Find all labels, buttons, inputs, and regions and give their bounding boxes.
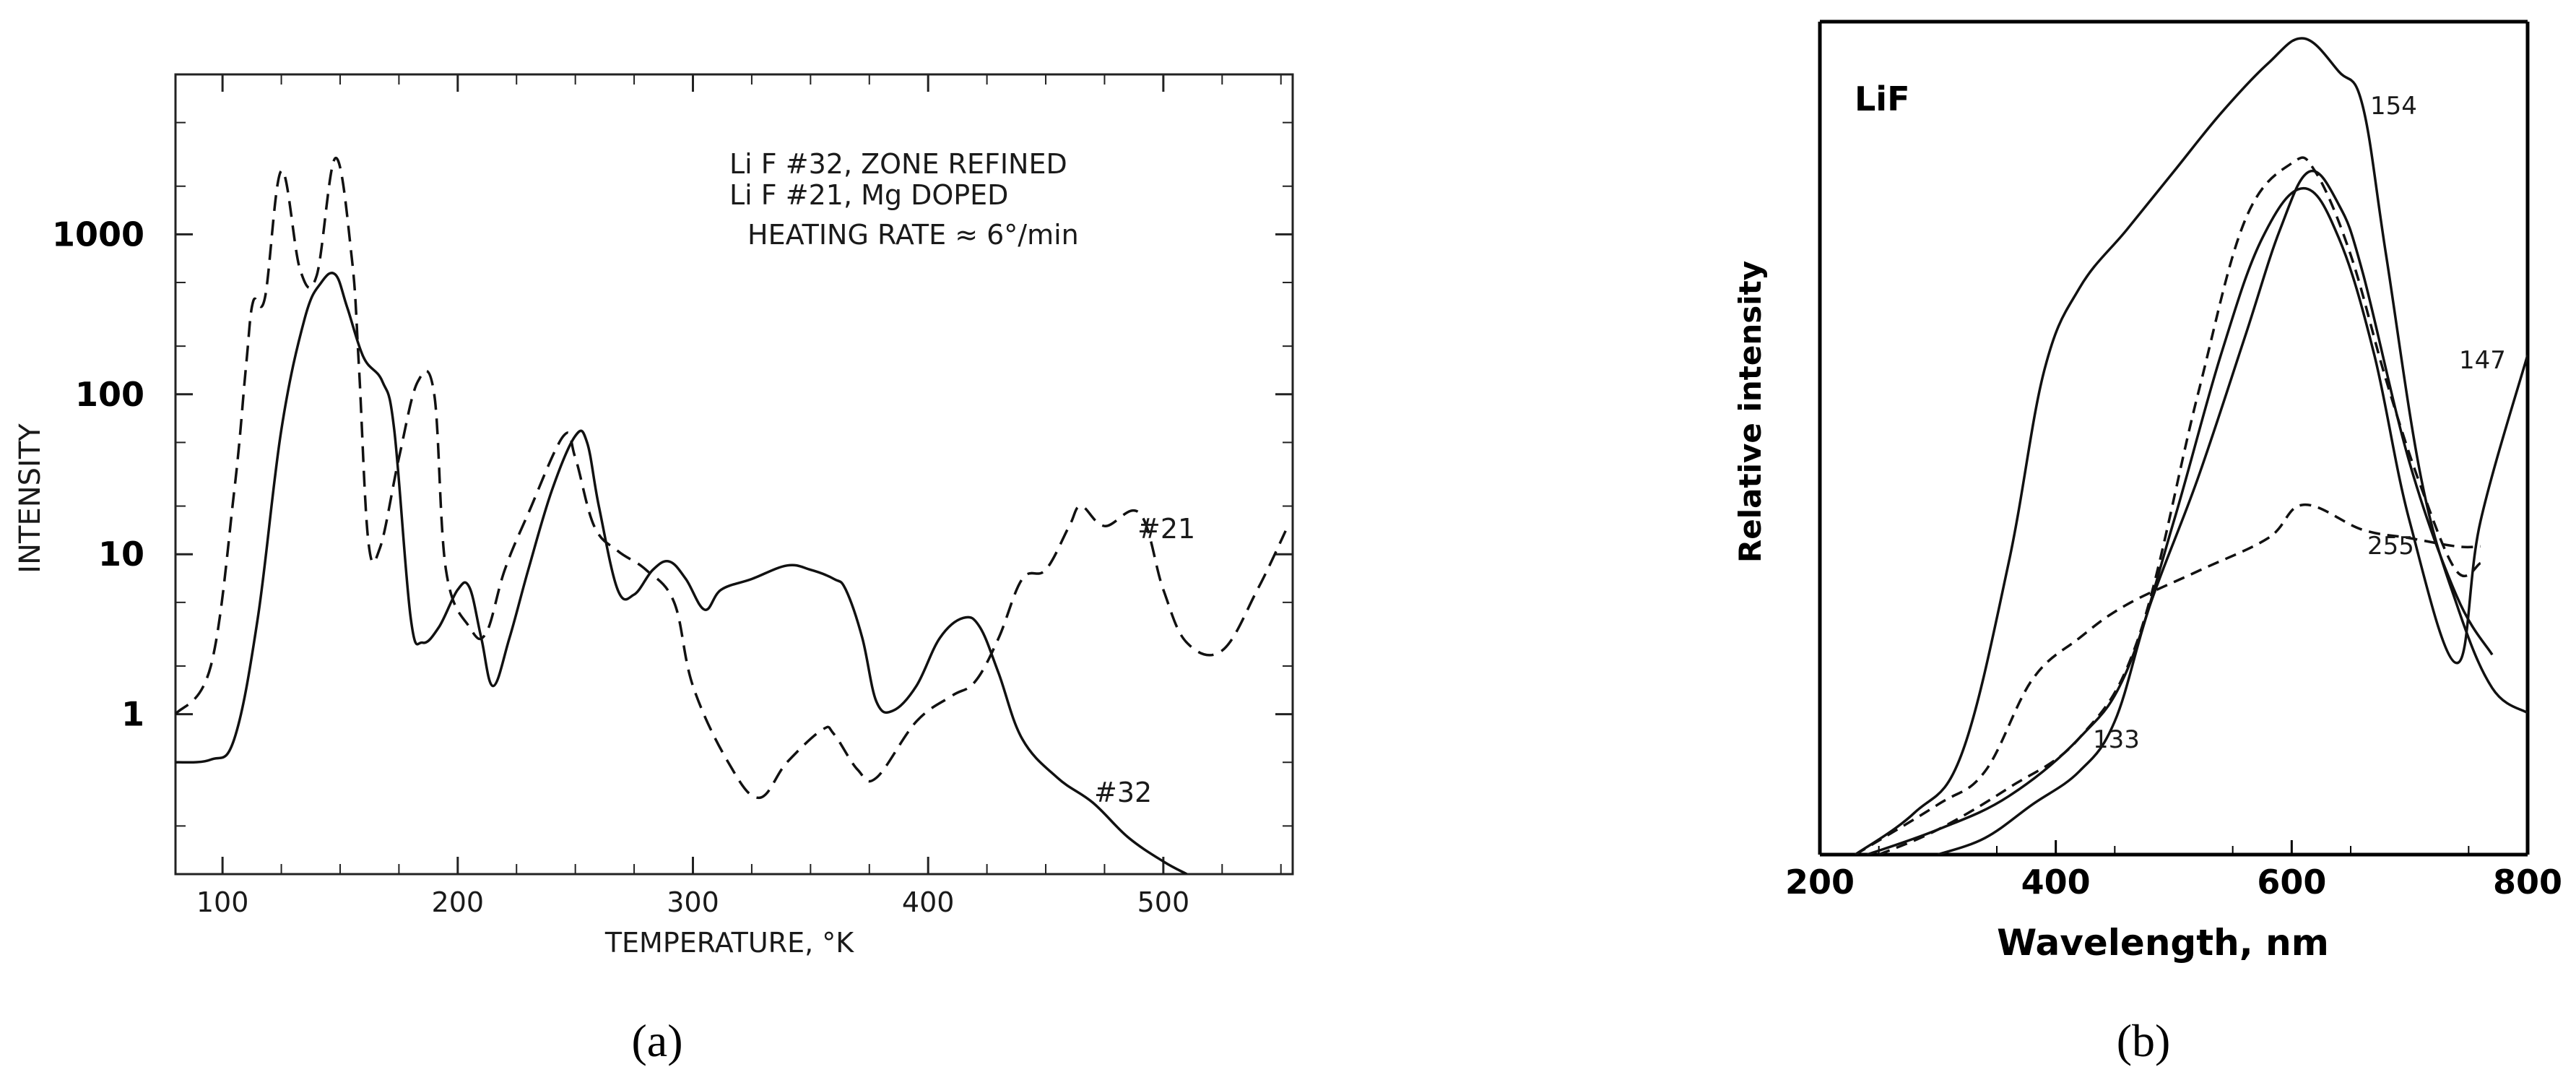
panel-b-x-tick-label: 800 — [2493, 863, 2562, 902]
panel-a-annotation-1: Li F #32, ZONE REFINED — [729, 148, 1067, 180]
panel-b-series-label-147: 147 — [2459, 346, 2506, 375]
panel-a: 100 200 300 400 500 1 10 100 1000 INTENSITY TEMP… — [14, 73, 1294, 1066]
panel-b-ticks: 200 400 600 800 — [1785, 840, 2562, 902]
panel-b-caption: (b) — [2117, 1015, 2171, 1066]
panel-a-axes — [174, 73, 1294, 876]
panel-a-y-axis-label: INTENSITY — [14, 423, 47, 574]
panel-b-x-tick-label: 600 — [2257, 863, 2326, 902]
panel-b-y-axis-label: Relative intensity — [1732, 261, 1768, 563]
panel-a-series-label-32: #32 — [1094, 777, 1152, 808]
panel-a-y-tick-label: 1000 — [52, 215, 144, 254]
panel-b-series-label-133: 133 — [2093, 725, 2140, 754]
panel-b-series-255 — [1855, 503, 2481, 855]
panel-a-annotation-2: Li F #21, Mg DOPED — [729, 179, 1008, 211]
panel-a-x-axis-label: TEMPERATURE, °K — [604, 927, 854, 959]
panel-a-annotation-3: HEATING RATE ≈ 6°/min — [747, 219, 1079, 251]
panel-a-x-tick-label: 300 — [667, 886, 719, 918]
panel-a-x-tick-label: 100 — [196, 886, 249, 918]
panel-b-axes — [1818, 20, 2530, 857]
panel-b-series-dashed-4 — [1878, 156, 2481, 855]
panel-a-y-tick-label: 1 — [121, 695, 144, 734]
panel-b-x-tick-label: 200 — [1785, 863, 1855, 902]
panel-a-x-tick-label: 200 — [432, 886, 485, 918]
panel-b-series-154 — [1854, 37, 2528, 855]
panel-a-series-21 — [175, 157, 1287, 800]
panel-a-series-label-21: #21 — [1137, 513, 1195, 545]
panel-a-x-tick-label: 400 — [902, 886, 955, 918]
panel-a-series-32 — [175, 272, 1188, 874]
panel-b: 200 400 600 800 LiF Relative intensity Wave… — [1732, 20, 2562, 1066]
panel-a-y-tick-label: 10 — [98, 535, 144, 574]
panel-b-x-tick-label: 400 — [2021, 863, 2091, 902]
panel-b-series-label-255: 255 — [2367, 532, 2414, 561]
panel-b-x-axis-label: Wavelength, nm — [1997, 922, 2329, 964]
panel-a-y-tick-label: 100 — [75, 375, 144, 414]
panel-b-title: LiF — [1855, 79, 1910, 118]
panel-a-caption: (a) — [631, 1015, 682, 1066]
panel-a-x-tick-label: 500 — [1137, 886, 1190, 918]
panel-a-frame — [174, 73, 1294, 876]
panel-a-plot-area — [175, 157, 1287, 874]
panel-b-plot-area — [1854, 37, 2528, 855]
panel-b-series-133 — [1937, 169, 2494, 855]
panel-b-series-label-154: 154 — [2370, 92, 2417, 121]
panel-a-ticks: 100 200 300 400 500 1 10 100 1000 — [52, 74, 1293, 918]
